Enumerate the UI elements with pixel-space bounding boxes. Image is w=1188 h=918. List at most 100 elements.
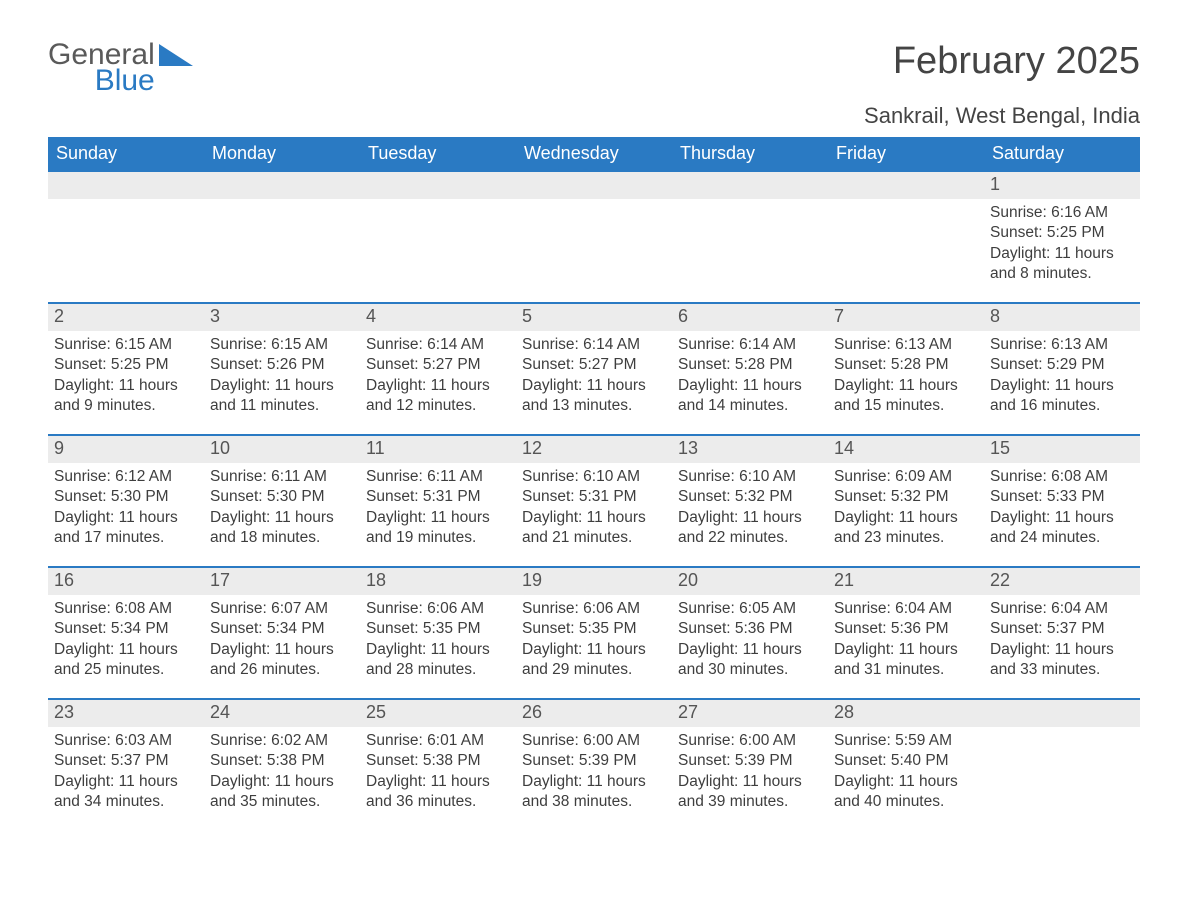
- sunset-text: Sunset: 5:39 PM: [678, 751, 822, 771]
- day-body: Sunrise: 6:00 AMSunset: 5:39 PMDaylight:…: [516, 727, 672, 819]
- sunrise-text: Sunrise: 6:07 AM: [210, 599, 354, 619]
- day-number: [48, 172, 204, 199]
- sunrise-text: Sunrise: 6:03 AM: [54, 731, 198, 751]
- sunrise-text: Sunrise: 6:05 AM: [678, 599, 822, 619]
- sunset-text: Sunset: 5:34 PM: [210, 619, 354, 639]
- day-cell: 27Sunrise: 6:00 AMSunset: 5:39 PMDayligh…: [672, 700, 828, 830]
- sunrise-text: Sunrise: 6:01 AM: [366, 731, 510, 751]
- title-block: February 2025 Sankrail, West Bengal, Ind…: [864, 40, 1140, 129]
- day-body: Sunrise: 6:04 AMSunset: 5:36 PMDaylight:…: [828, 595, 984, 687]
- day-number: 3: [204, 304, 360, 331]
- month-title: February 2025: [864, 40, 1140, 83]
- dow-sunday: Sunday: [48, 137, 204, 172]
- sunset-text: Sunset: 5:28 PM: [834, 355, 978, 375]
- day-number: 4: [360, 304, 516, 331]
- day-body: Sunrise: 6:13 AMSunset: 5:29 PMDaylight:…: [984, 331, 1140, 423]
- daylight-text: Daylight: 11 hours and 35 minutes.: [210, 772, 354, 813]
- day-number: 23: [48, 700, 204, 727]
- day-body: Sunrise: 6:11 AMSunset: 5:30 PMDaylight:…: [204, 463, 360, 555]
- sunset-text: Sunset: 5:37 PM: [990, 619, 1134, 639]
- sunset-text: Sunset: 5:29 PM: [990, 355, 1134, 375]
- day-number: 2: [48, 304, 204, 331]
- daylight-text: Daylight: 11 hours and 21 minutes.: [522, 508, 666, 549]
- sunset-text: Sunset: 5:40 PM: [834, 751, 978, 771]
- logo: General Blue: [48, 40, 193, 96]
- sunset-text: Sunset: 5:34 PM: [54, 619, 198, 639]
- day-cell: 4Sunrise: 6:14 AMSunset: 5:27 PMDaylight…: [360, 304, 516, 434]
- sunset-text: Sunset: 5:26 PM: [210, 355, 354, 375]
- day-number: 5: [516, 304, 672, 331]
- day-body: Sunrise: 6:06 AMSunset: 5:35 PMDaylight:…: [360, 595, 516, 687]
- sunrise-text: Sunrise: 6:10 AM: [678, 467, 822, 487]
- sunset-text: Sunset: 5:38 PM: [366, 751, 510, 771]
- day-body: Sunrise: 6:00 AMSunset: 5:39 PMDaylight:…: [672, 727, 828, 819]
- day-number: 26: [516, 700, 672, 727]
- day-body: Sunrise: 6:08 AMSunset: 5:33 PMDaylight:…: [984, 463, 1140, 555]
- day-cell: 14Sunrise: 6:09 AMSunset: 5:32 PMDayligh…: [828, 436, 984, 566]
- sunrise-text: Sunrise: 6:04 AM: [834, 599, 978, 619]
- daylight-text: Daylight: 11 hours and 23 minutes.: [834, 508, 978, 549]
- day-body: Sunrise: 6:08 AMSunset: 5:34 PMDaylight:…: [48, 595, 204, 687]
- day-body: Sunrise: 6:07 AMSunset: 5:34 PMDaylight:…: [204, 595, 360, 687]
- sunset-text: Sunset: 5:31 PM: [366, 487, 510, 507]
- sunset-text: Sunset: 5:32 PM: [834, 487, 978, 507]
- day-number: 22: [984, 568, 1140, 595]
- sunrise-text: Sunrise: 6:00 AM: [678, 731, 822, 751]
- day-cell: 24Sunrise: 6:02 AMSunset: 5:38 PMDayligh…: [204, 700, 360, 830]
- daylight-text: Daylight: 11 hours and 33 minutes.: [990, 640, 1134, 681]
- sunset-text: Sunset: 5:27 PM: [522, 355, 666, 375]
- sunrise-text: Sunrise: 6:16 AM: [990, 203, 1134, 223]
- sunrise-text: Sunrise: 6:11 AM: [210, 467, 354, 487]
- day-body: Sunrise: 6:10 AMSunset: 5:31 PMDaylight:…: [516, 463, 672, 555]
- day-body: Sunrise: 6:14 AMSunset: 5:28 PMDaylight:…: [672, 331, 828, 423]
- day-body: Sunrise: 6:04 AMSunset: 5:37 PMDaylight:…: [984, 595, 1140, 687]
- day-cell: 22Sunrise: 6:04 AMSunset: 5:37 PMDayligh…: [984, 568, 1140, 698]
- sunrise-text: Sunrise: 6:10 AM: [522, 467, 666, 487]
- logo-text-block: General Blue: [48, 40, 155, 96]
- location-text: Sankrail, West Bengal, India: [864, 103, 1140, 129]
- daylight-text: Daylight: 11 hours and 36 minutes.: [366, 772, 510, 813]
- daylight-text: Daylight: 11 hours and 18 minutes.: [210, 508, 354, 549]
- dow-tuesday: Tuesday: [360, 137, 516, 172]
- day-cell: 25Sunrise: 6:01 AMSunset: 5:38 PMDayligh…: [360, 700, 516, 830]
- day-number: 7: [828, 304, 984, 331]
- day-number: 28: [828, 700, 984, 727]
- daylight-text: Daylight: 11 hours and 28 minutes.: [366, 640, 510, 681]
- sunrise-text: Sunrise: 6:06 AM: [522, 599, 666, 619]
- logo-triangle-icon: [159, 44, 193, 66]
- day-number: [204, 172, 360, 199]
- day-cell: 16Sunrise: 6:08 AMSunset: 5:34 PMDayligh…: [48, 568, 204, 698]
- day-cell: 13Sunrise: 6:10 AMSunset: 5:32 PMDayligh…: [672, 436, 828, 566]
- sunrise-text: Sunrise: 6:08 AM: [54, 599, 198, 619]
- daylight-text: Daylight: 11 hours and 9 minutes.: [54, 376, 198, 417]
- sunset-text: Sunset: 5:25 PM: [54, 355, 198, 375]
- day-cell: 7Sunrise: 6:13 AMSunset: 5:28 PMDaylight…: [828, 304, 984, 434]
- day-number: [984, 700, 1140, 727]
- sunrise-text: Sunrise: 6:02 AM: [210, 731, 354, 751]
- sunset-text: Sunset: 5:35 PM: [522, 619, 666, 639]
- daylight-text: Daylight: 11 hours and 8 minutes.: [990, 244, 1134, 285]
- day-body: Sunrise: 6:03 AMSunset: 5:37 PMDaylight:…: [48, 727, 204, 819]
- day-number: 27: [672, 700, 828, 727]
- day-cell: [672, 172, 828, 302]
- day-number: 18: [360, 568, 516, 595]
- daylight-text: Daylight: 11 hours and 12 minutes.: [366, 376, 510, 417]
- sunset-text: Sunset: 5:32 PM: [678, 487, 822, 507]
- sunrise-text: Sunrise: 5:59 AM: [834, 731, 978, 751]
- day-cell: 17Sunrise: 6:07 AMSunset: 5:34 PMDayligh…: [204, 568, 360, 698]
- sunset-text: Sunset: 5:38 PM: [210, 751, 354, 771]
- sunrise-text: Sunrise: 6:06 AM: [366, 599, 510, 619]
- day-cell: 21Sunrise: 6:04 AMSunset: 5:36 PMDayligh…: [828, 568, 984, 698]
- sunset-text: Sunset: 5:25 PM: [990, 223, 1134, 243]
- day-cell: [360, 172, 516, 302]
- weeks-container: 1Sunrise: 6:16 AMSunset: 5:25 PMDaylight…: [48, 172, 1140, 830]
- sunset-text: Sunset: 5:28 PM: [678, 355, 822, 375]
- sunrise-text: Sunrise: 6:13 AM: [990, 335, 1134, 355]
- sunset-text: Sunset: 5:33 PM: [990, 487, 1134, 507]
- sunrise-text: Sunrise: 6:09 AM: [834, 467, 978, 487]
- day-cell: 18Sunrise: 6:06 AMSunset: 5:35 PMDayligh…: [360, 568, 516, 698]
- day-of-week-header: Sunday Monday Tuesday Wednesday Thursday…: [48, 137, 1140, 172]
- sunrise-text: Sunrise: 6:14 AM: [678, 335, 822, 355]
- day-number: [828, 172, 984, 199]
- sunrise-text: Sunrise: 6:12 AM: [54, 467, 198, 487]
